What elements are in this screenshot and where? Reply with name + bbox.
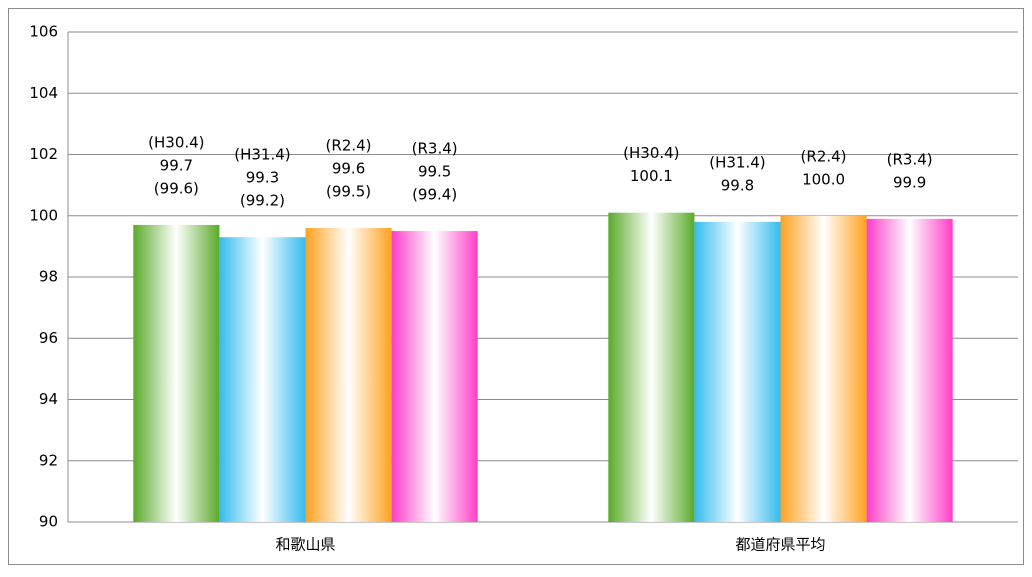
- x-tick-label: 都道府県平均: [735, 536, 825, 554]
- value-label: 99.5: [418, 163, 451, 181]
- series-label: (R2.4): [801, 147, 847, 165]
- y-tick-label: 92: [39, 451, 58, 469]
- series-label: (R2.4): [326, 137, 372, 155]
- bar: [608, 212, 695, 522]
- value-label: 100.1: [630, 167, 673, 185]
- bar: [219, 237, 306, 522]
- value-label: 99.3: [246, 169, 279, 187]
- y-tick-label: 102: [29, 145, 58, 163]
- value-label: 99.8: [721, 176, 754, 194]
- y-tick-label: 96: [39, 329, 58, 347]
- value-label: 100.0: [802, 170, 845, 188]
- series-label: (R3.4): [412, 140, 458, 158]
- bar: [391, 231, 478, 522]
- bar: [305, 228, 392, 522]
- secondary-label: (99.2): [240, 192, 285, 210]
- value-label: 99.6: [332, 160, 365, 178]
- y-tick-label: 98: [39, 268, 58, 286]
- y-tick-label: 94: [39, 390, 58, 408]
- bar: [866, 218, 953, 522]
- value-label: 99.9: [893, 173, 926, 191]
- secondary-label: (99.4): [412, 186, 457, 204]
- x-tick-label: 和歌山県: [275, 536, 335, 554]
- bar: [133, 224, 220, 522]
- y-tick-label: 100: [29, 206, 58, 224]
- bar: [694, 221, 781, 522]
- series-label: (H31.4): [234, 146, 290, 164]
- bar: [780, 215, 867, 522]
- series-label: (H31.4): [709, 153, 765, 171]
- secondary-label: (99.6): [154, 179, 199, 197]
- y-tick-label: 106: [29, 23, 58, 41]
- y-tick-label: 104: [29, 84, 58, 102]
- series-label: (H30.4): [148, 133, 204, 151]
- y-tick-label: 90: [39, 513, 58, 531]
- series-label: (H30.4): [623, 144, 679, 162]
- series-label: (R3.4): [887, 150, 933, 168]
- secondary-label: (99.5): [326, 183, 371, 201]
- value-label: 99.7: [160, 156, 193, 174]
